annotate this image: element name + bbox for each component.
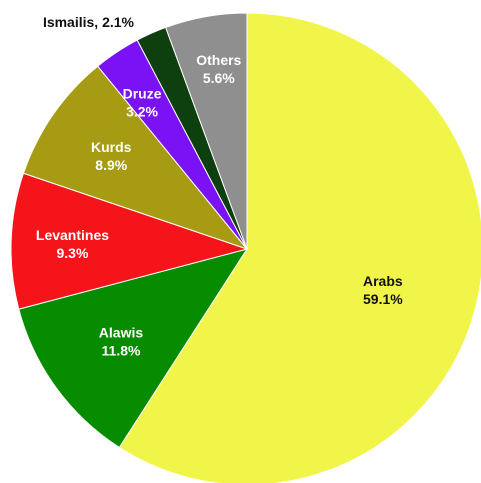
pie-slice-kurds <box>22 65 249 251</box>
slice-label-alawis: Alawis <box>99 325 144 341</box>
slice-labels: Arabs 59.1% Alawis 11.8% Levantines 9.3% Kurds… <box>36 14 403 359</box>
slice-value-others: 5.6% <box>203 70 235 86</box>
pie-slices <box>10 12 481 483</box>
slice-label-arabs: Arabs <box>363 273 403 289</box>
slice-label-druze: Druze <box>123 85 162 101</box>
pie-slice-arabs <box>118 12 481 483</box>
slice-value-kurds: 8.9% <box>95 157 127 173</box>
slice-value-levantines: 9.3% <box>57 245 89 261</box>
slice-value-druze: 3.2% <box>126 103 158 119</box>
slice-value-alawis: 11.8% <box>102 343 141 359</box>
pie-slice-levantines <box>10 172 249 310</box>
slice-label-ismailis: Ismailis, 2.1% <box>43 14 135 30</box>
pie-slice-alawis <box>18 248 249 449</box>
slice-label-others: Others <box>196 52 241 68</box>
pie-slice-others <box>165 12 248 250</box>
slice-label-levantines: Levantines <box>36 227 109 243</box>
slice-label-kurds: Kurds <box>91 139 132 155</box>
slice-value-arabs: 59.1% <box>363 291 403 307</box>
